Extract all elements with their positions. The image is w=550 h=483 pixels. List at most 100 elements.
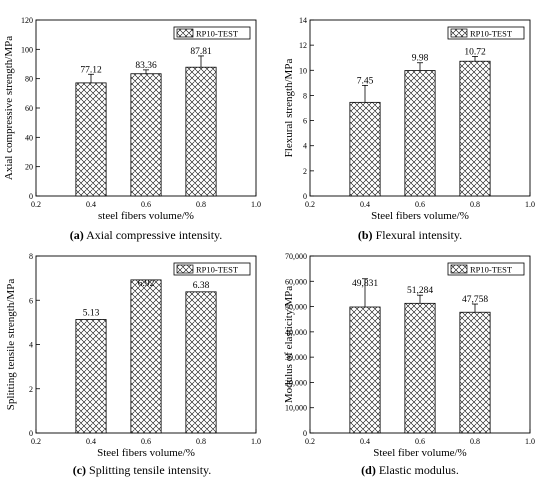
x-axis-title: steel fibers volume/% xyxy=(98,210,194,222)
x-tick-label: 0.8 xyxy=(196,200,206,209)
legend-label: RP10-TEST xyxy=(470,265,513,275)
bar-0.4 xyxy=(349,101,381,197)
x-tick-label: 0.4 xyxy=(360,437,370,446)
x-tick-label: 0.2 xyxy=(31,200,41,209)
x-tick-label: 0.2 xyxy=(305,437,315,446)
legend-swatch xyxy=(176,28,194,38)
bar-0.8 xyxy=(185,291,217,434)
y-tick-label: 4 xyxy=(29,341,33,350)
y-tick-label: 20,000 xyxy=(285,378,307,387)
y-tick-label: 12 xyxy=(299,41,307,50)
caption-a-text: Axial compressive intensity. xyxy=(83,228,223,242)
x-tick-label: 0.8 xyxy=(470,437,480,446)
data-label: 6.92 xyxy=(138,279,155,289)
chart-panel-b: 0 2 4 6 8 10 12 14 0.2 0.4 0.6 0.8 1.0 Steel fibers v… xyxy=(283,16,535,222)
y-tick-label: 8 xyxy=(29,252,33,261)
bar-0.6 xyxy=(130,279,162,434)
bar-0.4 xyxy=(349,306,381,434)
data-label: 87.81 xyxy=(190,47,212,57)
y-tick-label: 40,000 xyxy=(285,328,307,337)
x-axis-title: Steel fiber volume/% xyxy=(373,447,466,459)
bar-0.4 xyxy=(75,82,107,197)
y-tick-label: 0 xyxy=(303,192,307,201)
data-label: 9.98 xyxy=(412,54,429,64)
y-tick-label: 40 xyxy=(25,133,33,142)
y-tick-label: 10,000 xyxy=(285,404,307,413)
y-axis-title: Flexural strength/MPa xyxy=(283,59,295,158)
y-tick-label: 8 xyxy=(303,91,307,100)
x-tick-label: 1.0 xyxy=(525,437,535,446)
x-tick-label: 0.4 xyxy=(86,200,96,209)
y-tick-label: 4 xyxy=(303,142,307,151)
chart-panel-c: 0 2 4 6 8 0.2 0.4 0.6 0.8 1.0 Steel fibers volume/… xyxy=(5,252,261,459)
y-tick-label: 70,000 xyxy=(285,252,307,261)
y-tick-label: 20 xyxy=(25,163,33,172)
bar-0.6 xyxy=(404,302,436,434)
caption-a: (a) Axial compressive intensity. xyxy=(70,228,223,243)
y-tick-label: 0 xyxy=(303,429,307,438)
y-tick-label: 6 xyxy=(29,296,33,305)
y-tick-label: 6 xyxy=(303,117,307,126)
legend-swatch xyxy=(450,264,468,274)
y-tick-label: 60,000 xyxy=(285,277,307,286)
caption-d-text: Elastic modulus. xyxy=(375,463,459,477)
bar-0.6 xyxy=(404,70,436,197)
x-tick-label: 1.0 xyxy=(251,200,261,209)
chart-panel-d: 0 10,000 20,000 30,000 40,000 50,000 60,000 70,… xyxy=(283,252,535,459)
x-tick-label: 0.4 xyxy=(86,437,96,446)
x-tick-label: 0.6 xyxy=(415,200,425,209)
bar-0.8 xyxy=(459,311,491,434)
legend-swatch xyxy=(176,264,194,274)
y-tick-label: 14 xyxy=(299,16,307,25)
x-tick-label: 0.4 xyxy=(360,200,370,209)
legend-swatch xyxy=(450,28,468,38)
caption-c-text: Splitting tensile intensity. xyxy=(86,463,212,477)
caption-d-letter: (d) xyxy=(361,463,376,477)
y-tick-label: 0 xyxy=(29,429,33,438)
caption-c: (c) Splitting tensile intensity. xyxy=(73,463,212,478)
chart-panel-a: 0 20 40 60 80 100 120 0.2 0.4 0.6 0.8 1.0 steel fibe… xyxy=(3,16,261,222)
x-axis-title: Steel fibers volume/% xyxy=(371,210,469,222)
y-axis-title: Modulus of elasticity/MPa xyxy=(283,286,295,403)
caption-d: (d) Elastic modulus. xyxy=(361,463,459,478)
data-label: 49,831 xyxy=(352,279,378,289)
y-tick-label: 120 xyxy=(21,16,33,25)
x-axis-title: Steel fibers volume/% xyxy=(97,447,195,459)
caption-b: (b) Flexural intensity. xyxy=(358,228,462,243)
data-label: 83.36 xyxy=(135,61,157,71)
x-tick-label: 0.8 xyxy=(196,437,206,446)
bar-0.4 xyxy=(75,319,107,434)
data-label: 6.38 xyxy=(193,281,210,291)
data-label: 7.45 xyxy=(357,76,374,86)
x-tick-label: 0.2 xyxy=(305,200,315,209)
y-tick-label: 10 xyxy=(299,66,307,75)
x-tick-label: 0.6 xyxy=(415,437,425,446)
data-label: 77.12 xyxy=(80,65,102,75)
y-tick-label: 80 xyxy=(25,75,33,84)
caption-a-letter: (a) xyxy=(69,228,84,242)
y-tick-label: 30,000 xyxy=(285,353,307,362)
legend-label: RP10-TEST xyxy=(470,29,513,39)
legend-label: RP10-TEST xyxy=(196,265,239,275)
x-tick-label: 1.0 xyxy=(525,200,535,209)
data-label: 5.13 xyxy=(83,308,100,318)
x-tick-label: 0.6 xyxy=(141,200,151,209)
y-tick-label: 100 xyxy=(21,45,33,54)
y-tick-label: 0 xyxy=(29,192,33,201)
legend-label: RP10-TEST xyxy=(196,29,239,39)
y-tick-label: 2 xyxy=(29,385,33,394)
y-tick-label: 50,000 xyxy=(285,303,307,312)
bar-0.8 xyxy=(185,66,217,197)
bar-0.8 xyxy=(459,60,491,197)
y-tick-label: 2 xyxy=(303,167,307,176)
data-label: 10.72 xyxy=(464,47,486,57)
caption-b-text: Flexural intensity. xyxy=(372,228,463,242)
caption-c-letter: (c) xyxy=(72,463,87,477)
y-axis-title: Splitting tensile strength/MPa xyxy=(5,279,17,411)
data-label: 51,284 xyxy=(407,286,433,296)
caption-b-letter: (b) xyxy=(357,228,373,242)
y-tick-label: 60 xyxy=(25,104,33,113)
x-tick-label: 0.2 xyxy=(31,437,41,446)
y-axis-title: Axial compressive strength/MPa xyxy=(3,36,15,180)
